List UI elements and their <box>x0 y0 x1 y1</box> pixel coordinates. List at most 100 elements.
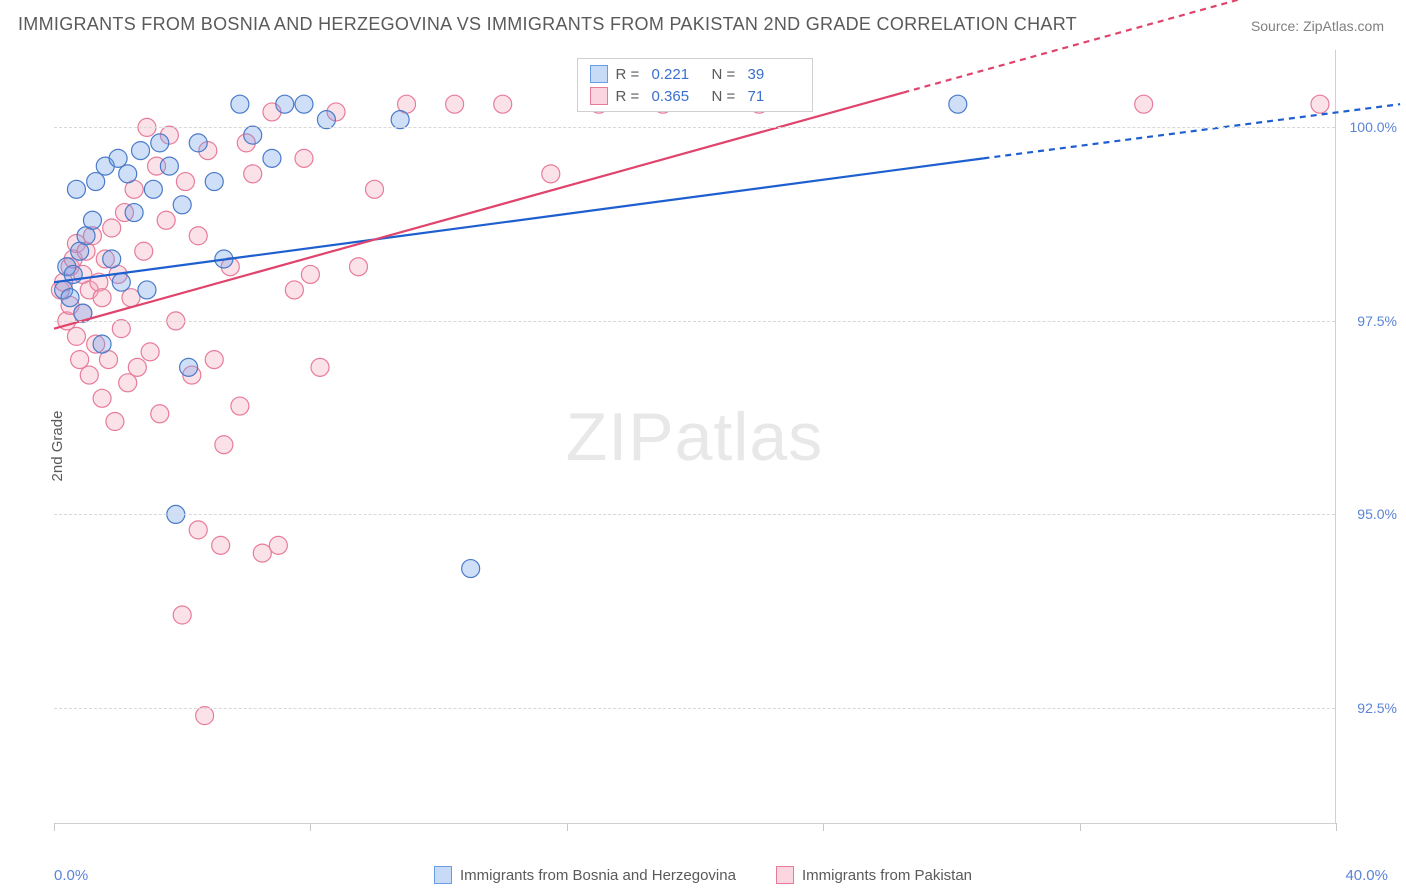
data-point <box>93 389 111 407</box>
data-point <box>112 273 130 291</box>
x-axis-tick <box>54 823 55 831</box>
data-point <box>189 227 207 245</box>
r-value: 0.365 <box>652 88 704 105</box>
data-point <box>119 374 137 392</box>
data-point <box>244 126 262 144</box>
data-point <box>160 157 178 175</box>
data-point <box>231 95 249 113</box>
data-point <box>151 134 169 152</box>
data-point <box>949 95 967 113</box>
swatch-icon <box>590 87 608 105</box>
data-point <box>311 358 329 376</box>
legend-row-series-2: R = 0.365 N = 71 <box>586 85 804 107</box>
y-axis-tick-label: 95.0% <box>1357 506 1397 522</box>
data-point <box>67 180 85 198</box>
x-axis-tick <box>567 823 568 831</box>
y-axis-tick-label: 92.5% <box>1357 700 1397 716</box>
data-point <box>215 436 233 454</box>
data-point <box>103 250 121 268</box>
x-axis-tick <box>1080 823 1081 831</box>
data-point <box>122 289 140 307</box>
data-point <box>301 265 319 283</box>
data-point <box>112 320 130 338</box>
data-point <box>263 149 281 167</box>
y-axis-tick-label: 97.5% <box>1357 313 1397 329</box>
data-point <box>446 95 464 113</box>
data-point <box>212 536 230 554</box>
data-point <box>542 165 560 183</box>
legend-series: Immigrants from Bosnia and Herzegovina I… <box>434 866 972 884</box>
swatch-icon <box>590 65 608 83</box>
data-point <box>1135 95 1153 113</box>
n-value: 71 <box>748 88 800 105</box>
legend-item-bosnia: Immigrants from Bosnia and Herzegovina <box>434 866 736 884</box>
legend-label: Immigrants from Bosnia and Herzegovina <box>460 867 736 884</box>
data-point <box>61 289 79 307</box>
data-point <box>231 397 249 415</box>
data-point <box>366 180 384 198</box>
x-axis-max-label: 40.0% <box>1345 867 1388 884</box>
r-label: R = <box>616 88 644 105</box>
data-point <box>189 134 207 152</box>
n-label: N = <box>712 66 740 83</box>
data-point <box>138 281 156 299</box>
x-axis-tick <box>310 823 311 831</box>
data-point <box>494 95 512 113</box>
data-point <box>244 165 262 183</box>
data-point <box>87 173 105 191</box>
data-point <box>80 366 98 384</box>
data-point <box>176 173 194 191</box>
data-point <box>109 149 127 167</box>
legend-label: Immigrants from Pakistan <box>802 867 972 884</box>
data-point <box>141 343 159 361</box>
regression-line-extrapolated <box>983 104 1400 158</box>
data-point <box>317 111 335 129</box>
data-point <box>295 95 313 113</box>
data-point <box>83 211 101 229</box>
data-point <box>132 142 150 160</box>
gridline-h <box>54 514 1335 515</box>
data-point <box>125 204 143 222</box>
data-point <box>276 95 294 113</box>
data-point <box>269 536 287 554</box>
data-point <box>71 351 89 369</box>
x-axis-min-label: 0.0% <box>54 867 88 884</box>
n-label: N = <box>712 88 740 105</box>
gridline-h <box>54 708 1335 709</box>
data-point <box>285 281 303 299</box>
n-value: 39 <box>748 66 800 83</box>
swatch-icon <box>776 866 794 884</box>
data-point <box>151 405 169 423</box>
data-point <box>128 358 146 376</box>
data-point <box>180 358 198 376</box>
x-axis-tick <box>1336 823 1337 831</box>
gridline-h <box>54 127 1335 128</box>
data-point <box>93 335 111 353</box>
r-label: R = <box>616 66 644 83</box>
data-point <box>93 289 111 307</box>
data-point <box>135 242 153 260</box>
data-point <box>189 521 207 539</box>
data-point <box>253 544 271 562</box>
plot-area: ZIPatlas R = 0.221 N = 39 R = 0.365 N = … <box>54 50 1336 824</box>
swatch-icon <box>434 866 452 884</box>
data-point <box>205 173 223 191</box>
data-point <box>119 165 137 183</box>
data-point <box>391 111 409 129</box>
data-point <box>1311 95 1329 113</box>
data-point <box>349 258 367 276</box>
data-point <box>205 351 223 369</box>
source-attribution: Source: ZipAtlas.com <box>1251 18 1384 34</box>
data-point <box>462 560 480 578</box>
data-point <box>67 327 85 345</box>
data-point <box>196 707 214 725</box>
data-point <box>173 606 191 624</box>
y-axis-tick-label: 100.0% <box>1350 119 1397 135</box>
data-point <box>103 219 121 237</box>
chart-title: IMMIGRANTS FROM BOSNIA AND HERZEGOVINA V… <box>18 14 1077 35</box>
gridline-h <box>54 321 1335 322</box>
data-point <box>295 149 313 167</box>
legend-row-series-1: R = 0.221 N = 39 <box>586 63 804 85</box>
data-point <box>106 413 124 431</box>
r-value: 0.221 <box>652 66 704 83</box>
